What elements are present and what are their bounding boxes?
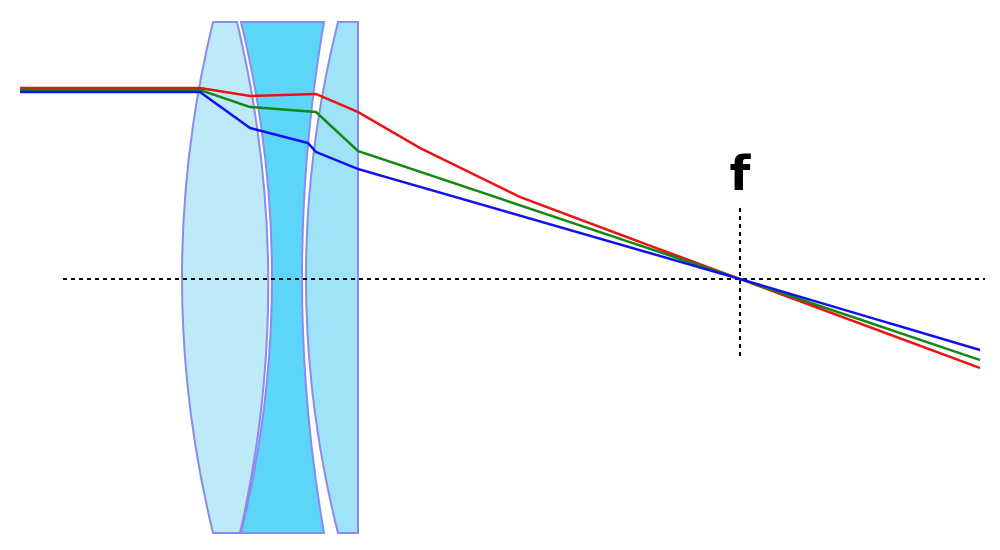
ray-red (20, 86, 981, 370)
lens-planoconvex (305, 21, 359, 534)
focal-label: f (730, 146, 752, 202)
ray-blue (20, 90, 981, 352)
ray-green (20, 88, 981, 362)
lens-biconcave (239, 21, 326, 534)
